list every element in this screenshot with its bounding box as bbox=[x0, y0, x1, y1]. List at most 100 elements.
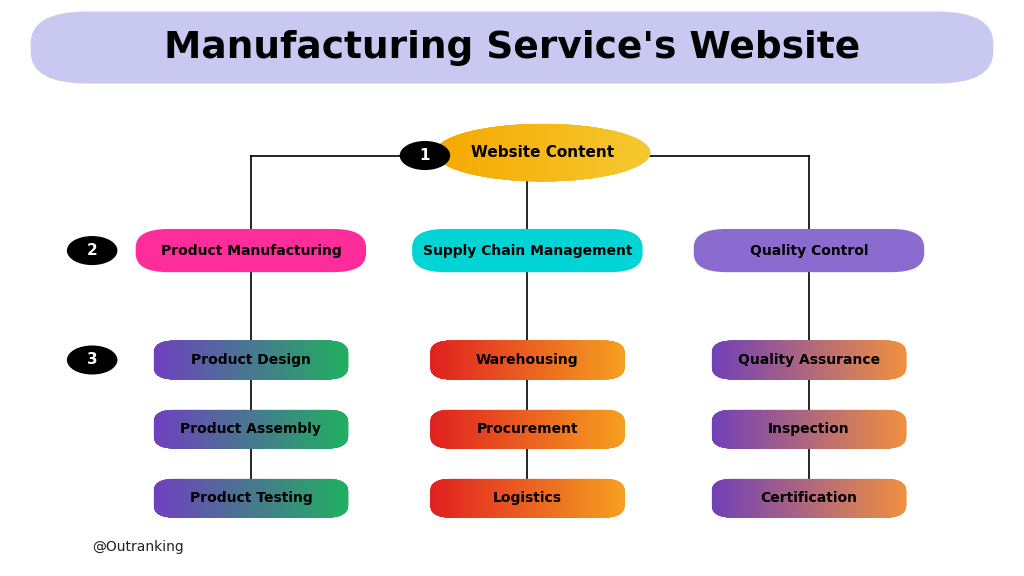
Bar bbox=[527, 124, 528, 181]
Bar bbox=[589, 340, 590, 380]
Bar bbox=[838, 479, 839, 518]
Bar bbox=[309, 479, 310, 518]
Bar bbox=[891, 479, 893, 518]
Bar bbox=[614, 124, 615, 181]
Bar bbox=[732, 340, 733, 380]
Bar bbox=[882, 479, 883, 518]
Bar bbox=[769, 340, 770, 380]
Bar bbox=[893, 340, 894, 380]
Bar bbox=[724, 340, 725, 380]
Bar bbox=[571, 340, 572, 380]
Bar bbox=[306, 410, 308, 449]
Bar bbox=[465, 124, 467, 181]
Bar bbox=[725, 479, 726, 518]
Bar bbox=[273, 479, 274, 518]
Bar bbox=[328, 410, 329, 449]
Bar bbox=[189, 479, 190, 518]
Bar bbox=[514, 410, 515, 449]
Bar bbox=[507, 340, 509, 380]
Bar bbox=[748, 479, 750, 518]
Bar bbox=[732, 340, 733, 380]
Bar bbox=[627, 124, 628, 181]
Bar bbox=[293, 479, 294, 518]
Bar bbox=[443, 410, 444, 449]
Bar bbox=[546, 410, 547, 449]
Bar bbox=[220, 479, 221, 518]
Bar bbox=[255, 479, 257, 518]
Bar bbox=[851, 410, 852, 449]
Bar bbox=[569, 410, 570, 449]
Bar bbox=[534, 479, 535, 518]
Bar bbox=[873, 340, 874, 380]
Bar bbox=[439, 479, 440, 518]
Bar bbox=[644, 124, 645, 181]
Bar bbox=[445, 479, 446, 518]
Bar bbox=[866, 410, 867, 449]
Bar bbox=[316, 340, 317, 380]
Bar bbox=[191, 479, 193, 518]
Bar bbox=[174, 410, 175, 449]
Bar bbox=[446, 340, 449, 380]
Text: Manufacturing Service's Website: Manufacturing Service's Website bbox=[164, 30, 860, 66]
Bar bbox=[468, 479, 469, 518]
Bar bbox=[347, 479, 348, 518]
Bar bbox=[191, 410, 193, 449]
Bar bbox=[590, 340, 592, 380]
Bar bbox=[486, 479, 487, 518]
Bar bbox=[317, 410, 318, 449]
Bar bbox=[300, 479, 301, 518]
Bar bbox=[264, 340, 265, 380]
Bar bbox=[545, 410, 546, 449]
Bar bbox=[746, 479, 748, 518]
Bar bbox=[260, 410, 261, 449]
Bar bbox=[624, 410, 625, 449]
Text: Certification: Certification bbox=[761, 491, 857, 505]
Bar bbox=[208, 479, 209, 518]
Bar bbox=[773, 410, 774, 449]
Bar bbox=[809, 479, 810, 518]
Bar bbox=[781, 479, 783, 518]
Bar bbox=[201, 479, 202, 518]
Bar bbox=[433, 410, 434, 449]
Bar bbox=[335, 479, 336, 518]
Bar bbox=[446, 479, 447, 518]
Bar bbox=[783, 479, 784, 518]
Bar bbox=[554, 124, 555, 181]
Bar bbox=[894, 479, 895, 518]
Bar bbox=[788, 410, 790, 449]
Bar bbox=[259, 340, 260, 380]
Bar bbox=[294, 340, 295, 380]
Bar bbox=[260, 479, 262, 518]
Bar bbox=[755, 410, 757, 449]
Bar bbox=[798, 340, 799, 380]
Bar bbox=[437, 340, 438, 380]
Bar bbox=[191, 340, 193, 380]
Bar bbox=[453, 124, 454, 181]
Bar bbox=[215, 410, 216, 449]
Bar bbox=[734, 479, 735, 518]
Bar bbox=[771, 410, 772, 449]
Bar bbox=[806, 479, 807, 518]
Bar bbox=[718, 340, 719, 380]
Bar bbox=[521, 410, 522, 449]
Bar bbox=[479, 479, 480, 518]
Bar bbox=[786, 479, 787, 518]
Bar bbox=[196, 340, 197, 380]
Bar bbox=[872, 340, 873, 380]
Bar bbox=[825, 479, 827, 518]
Bar bbox=[780, 410, 781, 449]
Bar bbox=[622, 479, 624, 518]
Bar bbox=[905, 479, 907, 518]
Bar bbox=[744, 410, 745, 449]
Bar bbox=[509, 479, 510, 518]
Bar bbox=[321, 410, 323, 449]
Bar bbox=[487, 340, 489, 380]
Bar bbox=[593, 340, 594, 380]
Bar bbox=[730, 340, 731, 380]
Bar bbox=[247, 479, 248, 518]
Bar bbox=[196, 340, 197, 380]
Bar bbox=[574, 410, 575, 449]
Bar bbox=[573, 479, 574, 518]
Bar bbox=[522, 124, 524, 181]
Bar bbox=[740, 479, 741, 518]
